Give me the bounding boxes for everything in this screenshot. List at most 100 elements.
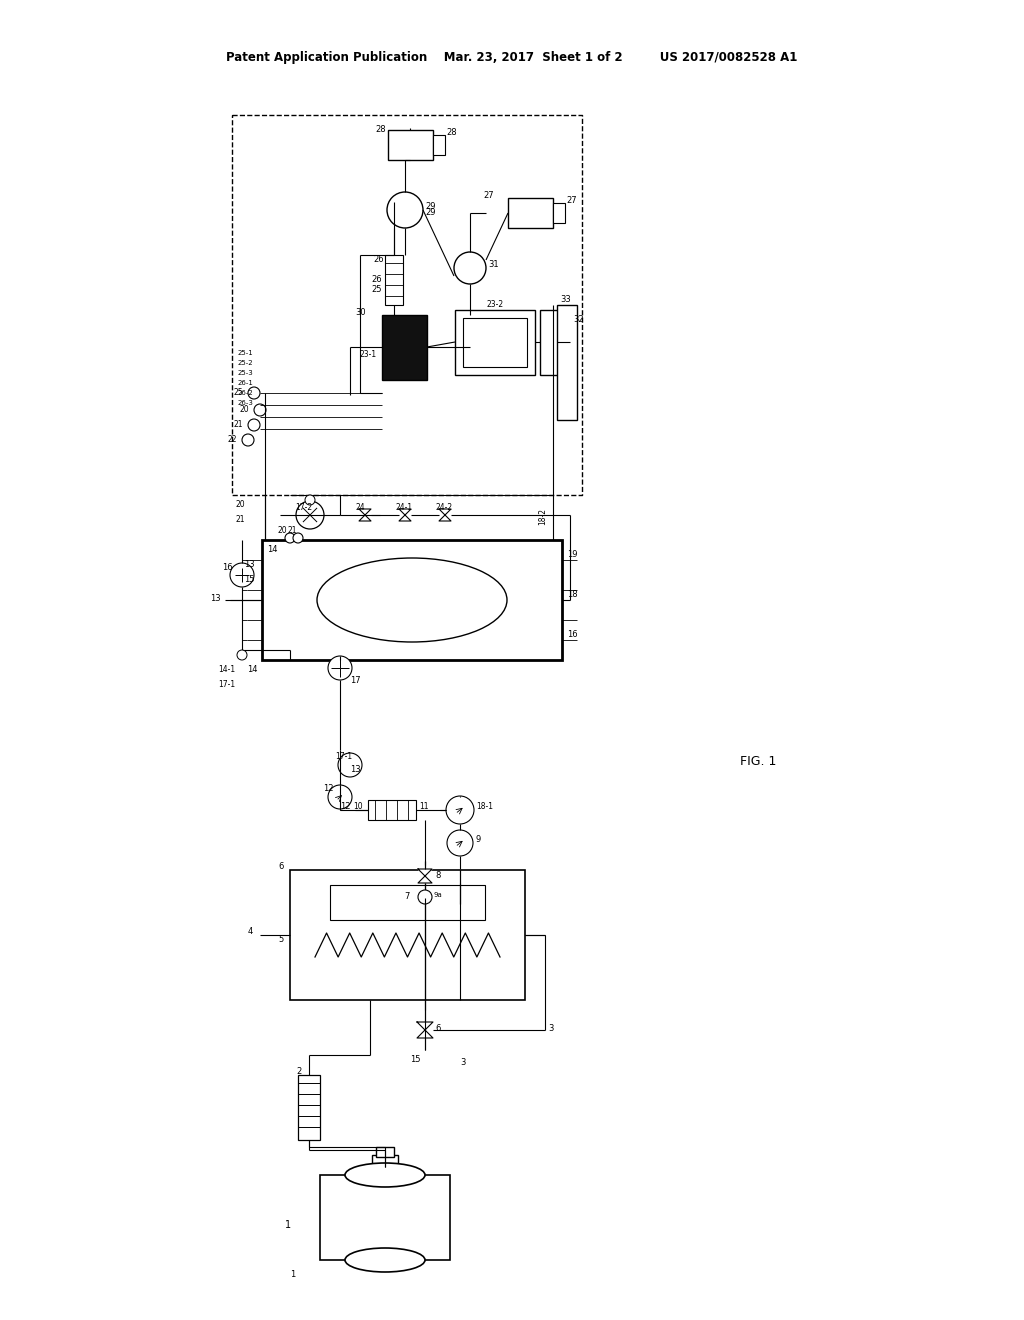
Polygon shape bbox=[399, 515, 411, 521]
Polygon shape bbox=[439, 515, 451, 521]
Polygon shape bbox=[359, 515, 371, 521]
Bar bbox=[540, 310, 570, 375]
Text: 6: 6 bbox=[435, 1024, 440, 1034]
Text: 25-2: 25-2 bbox=[238, 360, 254, 366]
Text: 28: 28 bbox=[375, 125, 386, 135]
Polygon shape bbox=[417, 1022, 433, 1030]
Text: 9: 9 bbox=[476, 836, 481, 843]
Bar bbox=[382, 315, 427, 380]
Text: 20: 20 bbox=[278, 525, 287, 535]
Text: 26: 26 bbox=[373, 255, 384, 264]
Text: 15: 15 bbox=[410, 1055, 421, 1064]
Text: 18-2: 18-2 bbox=[538, 508, 547, 525]
Circle shape bbox=[446, 796, 474, 824]
Text: 9a: 9a bbox=[433, 892, 441, 898]
Text: 24-2: 24-2 bbox=[435, 503, 453, 512]
Circle shape bbox=[328, 785, 352, 809]
Bar bbox=[290, 870, 525, 1001]
Circle shape bbox=[237, 649, 247, 660]
Text: 27: 27 bbox=[566, 195, 577, 205]
Text: 12: 12 bbox=[340, 803, 350, 810]
Text: 32: 32 bbox=[573, 315, 584, 323]
Text: 13: 13 bbox=[210, 594, 220, 603]
Polygon shape bbox=[399, 510, 411, 515]
Text: 20: 20 bbox=[234, 500, 245, 510]
Text: 26: 26 bbox=[371, 275, 382, 284]
Text: 30: 30 bbox=[355, 308, 366, 317]
Text: 16: 16 bbox=[222, 564, 232, 572]
Text: 26-3: 26-3 bbox=[238, 400, 254, 407]
Text: 17-2: 17-2 bbox=[295, 503, 312, 512]
Text: 28: 28 bbox=[446, 128, 457, 137]
Circle shape bbox=[248, 418, 260, 432]
Circle shape bbox=[447, 830, 473, 855]
Text: 21: 21 bbox=[234, 515, 245, 524]
Text: 17-1: 17-1 bbox=[335, 752, 352, 762]
Text: 17: 17 bbox=[350, 676, 360, 685]
Circle shape bbox=[328, 656, 352, 680]
Text: 21: 21 bbox=[234, 420, 244, 429]
Text: 23-1: 23-1 bbox=[359, 350, 377, 359]
Text: 14-1: 14-1 bbox=[218, 665, 236, 675]
Text: 29: 29 bbox=[425, 209, 435, 216]
Text: 23-2: 23-2 bbox=[486, 300, 504, 309]
Text: 3: 3 bbox=[548, 1024, 553, 1034]
Bar bbox=[372, 1155, 398, 1177]
Text: 26-1: 26-1 bbox=[238, 380, 254, 385]
Ellipse shape bbox=[317, 558, 507, 642]
Text: FIG. 1: FIG. 1 bbox=[740, 755, 776, 768]
Bar bbox=[455, 310, 535, 375]
Text: 3: 3 bbox=[460, 1059, 465, 1067]
Bar bbox=[319, 1175, 450, 1261]
Ellipse shape bbox=[345, 1247, 425, 1272]
Text: 18: 18 bbox=[567, 590, 578, 599]
Bar bbox=[262, 540, 562, 660]
Circle shape bbox=[285, 533, 295, 543]
Text: 17-1: 17-1 bbox=[218, 680, 236, 689]
Text: 15: 15 bbox=[244, 576, 255, 583]
Text: 26-2: 26-2 bbox=[238, 389, 254, 396]
Text: 19: 19 bbox=[567, 550, 578, 558]
Polygon shape bbox=[418, 876, 432, 883]
Text: 6: 6 bbox=[278, 862, 284, 871]
Text: 10: 10 bbox=[353, 803, 362, 810]
Bar bbox=[463, 318, 527, 367]
Text: 25: 25 bbox=[371, 285, 382, 294]
Bar bbox=[508, 198, 553, 228]
Bar bbox=[385, 255, 403, 305]
Circle shape bbox=[418, 890, 432, 904]
Bar bbox=[433, 135, 445, 154]
Text: 24: 24 bbox=[355, 503, 365, 512]
Text: 25-1: 25-1 bbox=[238, 350, 254, 356]
Circle shape bbox=[254, 404, 266, 416]
Text: 4: 4 bbox=[248, 927, 253, 936]
Circle shape bbox=[248, 387, 260, 399]
Circle shape bbox=[454, 252, 486, 284]
Text: 13: 13 bbox=[244, 560, 255, 569]
Text: 25-3: 25-3 bbox=[238, 370, 254, 376]
Circle shape bbox=[293, 533, 303, 543]
Text: 24-1: 24-1 bbox=[395, 503, 412, 512]
Bar bbox=[388, 129, 433, 160]
Bar bbox=[330, 884, 485, 920]
Circle shape bbox=[305, 495, 315, 506]
Text: 21: 21 bbox=[287, 525, 297, 535]
Text: 12: 12 bbox=[323, 784, 334, 793]
Circle shape bbox=[387, 191, 423, 228]
Polygon shape bbox=[439, 510, 451, 515]
Circle shape bbox=[296, 502, 324, 529]
Bar bbox=[368, 800, 416, 820]
Bar bbox=[557, 305, 577, 420]
Text: 1: 1 bbox=[285, 1220, 291, 1230]
Text: 8: 8 bbox=[435, 871, 440, 880]
Circle shape bbox=[338, 752, 362, 777]
Circle shape bbox=[230, 564, 254, 587]
Text: 20: 20 bbox=[240, 405, 250, 414]
Bar bbox=[298, 1074, 319, 1140]
Text: 13: 13 bbox=[350, 766, 360, 774]
Text: 2: 2 bbox=[296, 1067, 301, 1076]
Text: 1: 1 bbox=[290, 1270, 295, 1279]
Ellipse shape bbox=[345, 1163, 425, 1187]
Polygon shape bbox=[418, 869, 432, 876]
Bar bbox=[553, 203, 565, 223]
